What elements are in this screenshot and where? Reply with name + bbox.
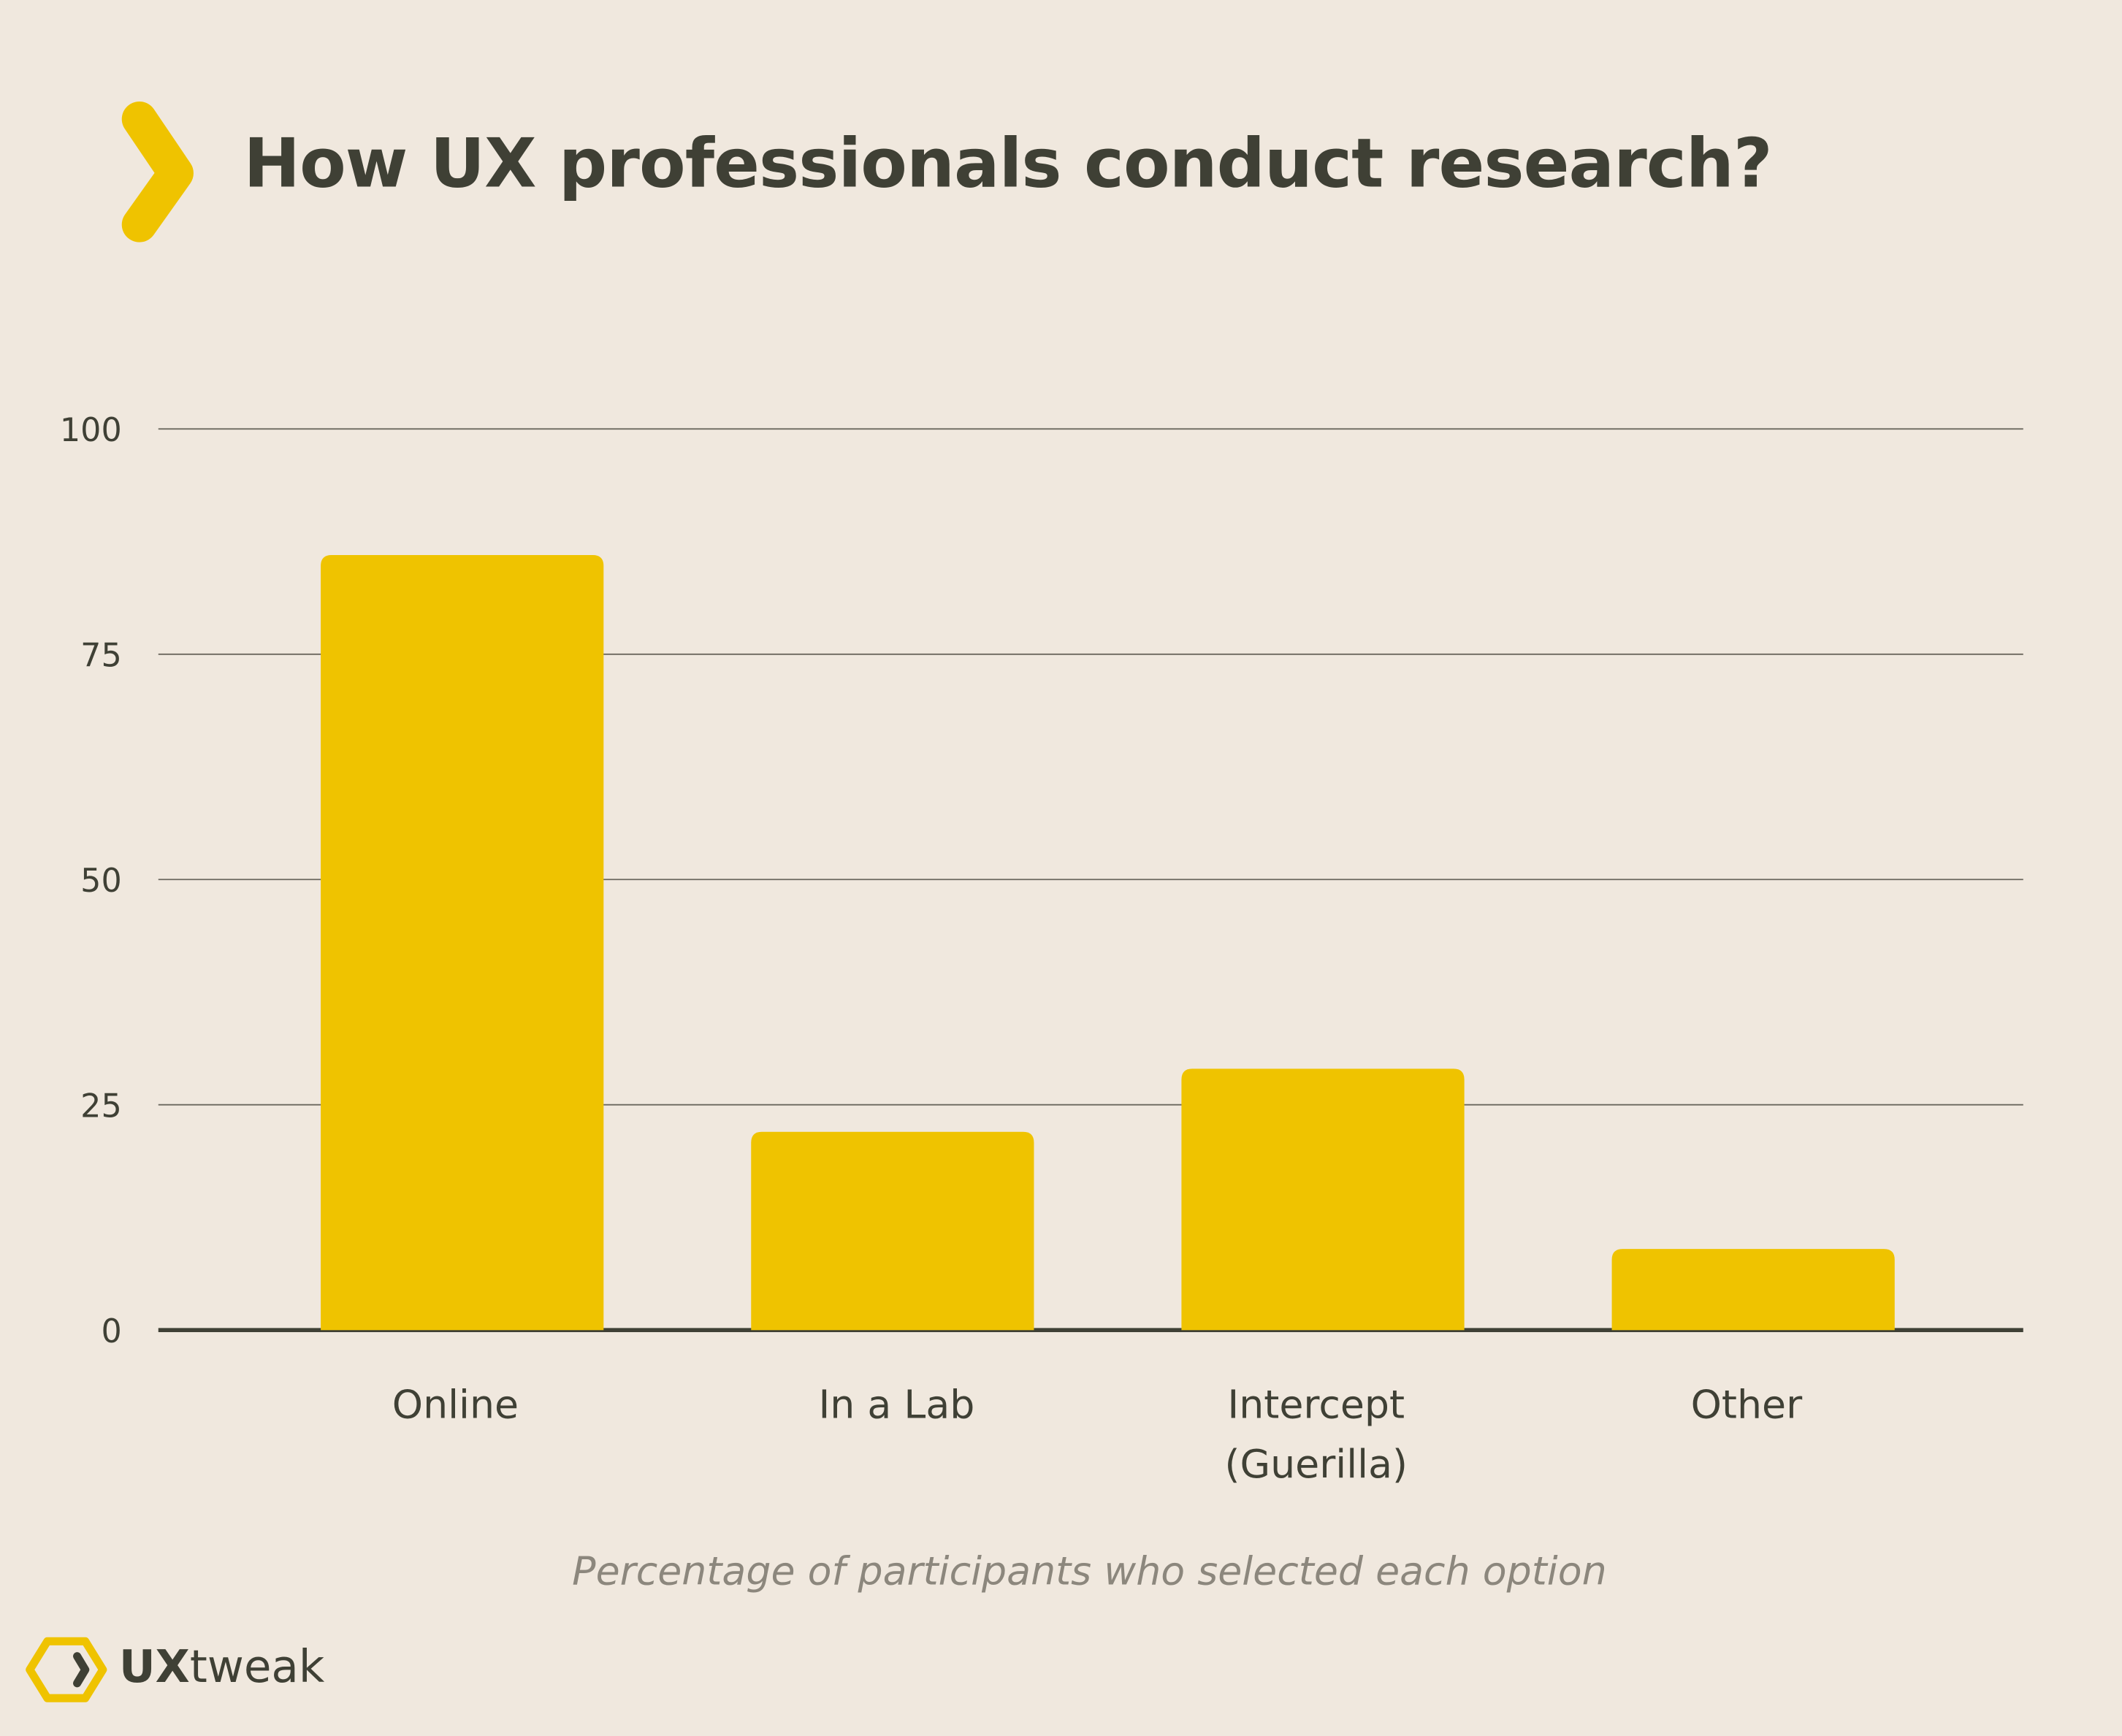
x-tick-label: Other — [1691, 1382, 1803, 1428]
chart-title: How UX professionals conduct research? — [243, 124, 1772, 203]
chart-caption: Percentage of participants who selected … — [572, 1548, 1607, 1594]
x-tick-label: (Guerilla) — [1225, 1441, 1408, 1487]
bar — [751, 1131, 1034, 1331]
y-tick-label: 50 — [80, 863, 122, 900]
x-tick-label: Intercept — [1227, 1382, 1405, 1428]
chevron-icon — [121, 101, 194, 242]
logo-rest: tweak — [189, 1640, 325, 1693]
bar — [321, 555, 604, 1331]
uxtweak-logo-icon — [26, 1637, 107, 1702]
x-tick-label: In a Lab — [818, 1382, 974, 1428]
bar — [1611, 1249, 1895, 1331]
y-tick-label: 100 — [60, 412, 122, 449]
y-tick-label: 75 — [80, 637, 122, 674]
logo-wordmark: UXtweak — [119, 1640, 324, 1692]
y-tick-label: 25 — [80, 1087, 122, 1125]
y-tick-label: 0 — [101, 1313, 121, 1350]
logo-bold: UX — [119, 1640, 190, 1693]
bar — [1181, 1068, 1465, 1331]
x-tick-label: Online — [392, 1382, 519, 1428]
